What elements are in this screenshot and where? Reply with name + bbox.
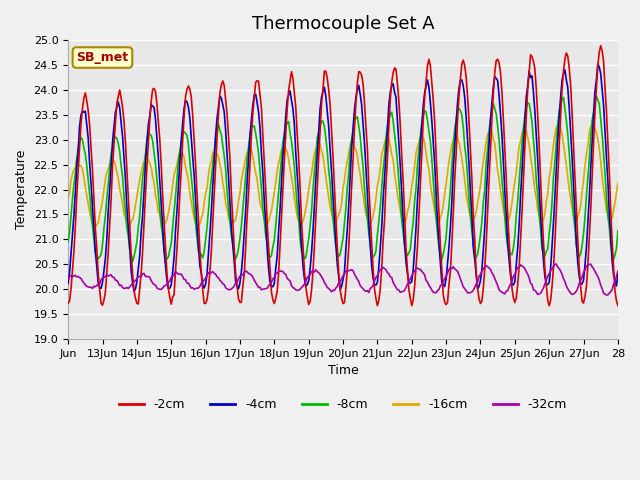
- Y-axis label: Temperature: Temperature: [15, 150, 28, 229]
- Text: SB_met: SB_met: [76, 51, 129, 64]
- X-axis label: Time: Time: [328, 364, 358, 377]
- Legend: -2cm, -4cm, -8cm, -16cm, -32cm: -2cm, -4cm, -8cm, -16cm, -32cm: [114, 394, 572, 416]
- Title: Thermocouple Set A: Thermocouple Set A: [252, 15, 435, 33]
